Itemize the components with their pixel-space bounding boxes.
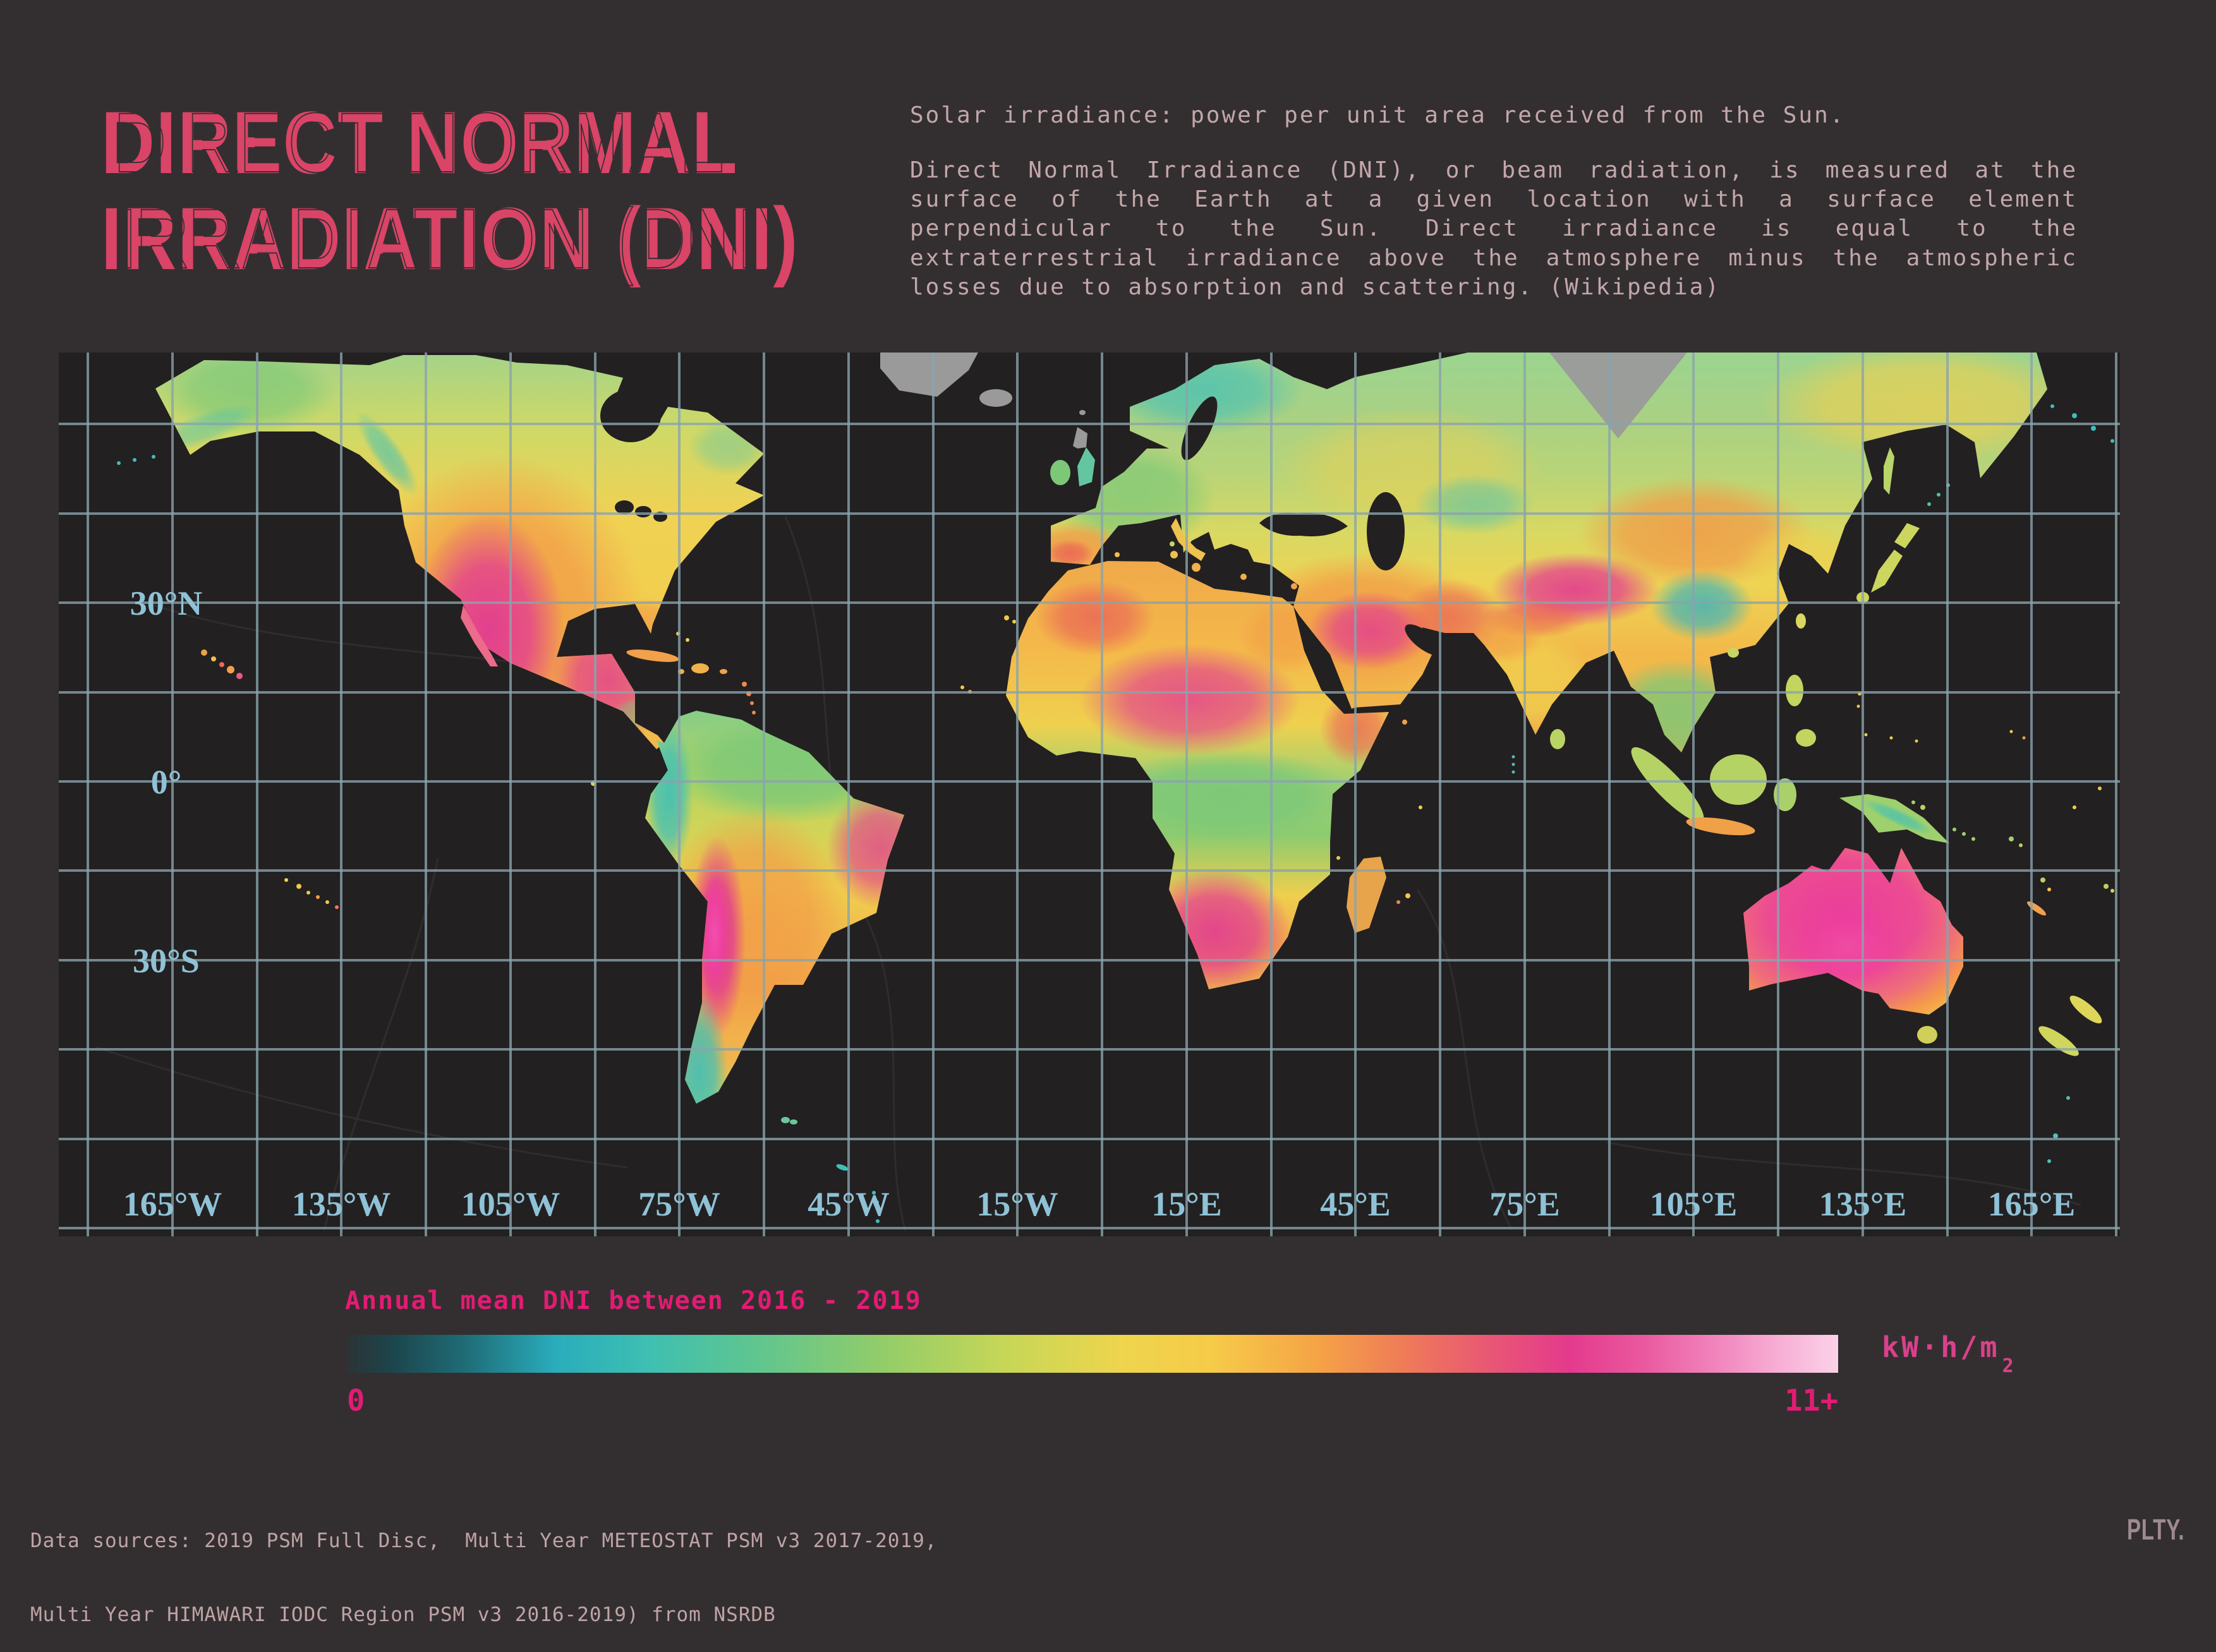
page-title-line2-inline: IRRADIATION (DNI) [115, 191, 785, 286]
page-title-line1-text: DIRECT NORMAL [101, 93, 739, 192]
legend-unit-text: kW·h/m [1882, 1330, 2000, 1364]
longitude-label: 75°E [1489, 1185, 1560, 1223]
longitude-label: 105°E [1650, 1185, 1738, 1223]
baja-peninsula [461, 605, 498, 666]
data-sources: Data sources: 2019 PSM Full Disc, Multi … [30, 1480, 937, 1652]
australia-hotspots [1787, 901, 1907, 992]
africa-hotspots [1035, 580, 1389, 989]
world-map: 30°N 0° 30°S 165°W 135°W 105°W 75°W 45°W 15°W 15°… [59, 353, 2120, 1236]
latitude-label: 0° [151, 763, 182, 801]
brand-logo: PLTY. [2127, 1513, 2185, 1546]
legend-max-label: 11+ [1784, 1384, 1838, 1418]
longitude-label: 105°W [461, 1185, 560, 1223]
longitude-label: 75°W [638, 1185, 720, 1223]
eurasia-hotspots [1051, 353, 2047, 752]
latitude-label: 30°N [130, 584, 203, 622]
legend-gradient-bar [347, 1335, 1838, 1373]
longitude-label: 45°W [808, 1185, 890, 1223]
graticule-labels: 30°N 0° 30°S 165°W 135°W 105°W 75°W 45°W 15°W 15°… [123, 584, 2076, 1223]
longitude-label: 135°W [292, 1185, 391, 1223]
longitude-label: 165°E [1988, 1185, 2076, 1223]
inland-seas [600, 389, 1443, 656]
legend-min-label: 0 [347, 1384, 365, 1418]
legend-unit-label: kW·h/m2 [1882, 1330, 2014, 1377]
data-sources-line2: Multi Year HIMAWARI IODC Region PSM v3 2… [30, 1603, 776, 1626]
legend-title: Annual mean DNI between 2016 - 2019 [345, 1286, 922, 1315]
data-sources-line1: Data sources: 2019 PSM Full Disc, Multi … [30, 1529, 938, 1552]
longitude-label: 15°W [976, 1185, 1058, 1223]
page-title-line2: IRRADIATION (DNI) IRRADIATION (DNI) [101, 191, 799, 287]
page-title-line2-text: IRRADIATION (DNI) [101, 189, 799, 288]
page-title-line1: DIRECT NORMAL DIRECT NORMAL [101, 95, 799, 191]
no-data-regions [880, 353, 1687, 449]
longitude-label: 135°E [1819, 1185, 1907, 1223]
longitude-label: 165°W [123, 1185, 222, 1223]
italy-peninsula [1171, 518, 1206, 561]
island-tasmania [1917, 1026, 1937, 1044]
world-map-panel: 30°N 0° 30°S 165°W 135°W 105°W 75°W 45°W 15°W 15°… [59, 353, 2120, 1236]
legend-unit-exponent: 2 [2002, 1355, 2016, 1377]
intro-text: Solar irradiance: power per unit area re… [910, 102, 1846, 128]
page-title: DIRECT NORMAL DIRECT NORMAL IRRADIATION … [101, 95, 799, 287]
graticule-grid [59, 353, 2120, 1236]
island-groups [626, 447, 2102, 1171]
longitude-label: 45°E [1320, 1185, 1391, 1223]
longitude-label: 15°E [1151, 1185, 1222, 1223]
description-text: Direct Normal Irradiance (DNI), or beam … [910, 157, 2078, 300]
page-title-line1-inline: DIRECT NORMAL [114, 95, 725, 190]
latitude-label: 30°S [133, 942, 200, 980]
